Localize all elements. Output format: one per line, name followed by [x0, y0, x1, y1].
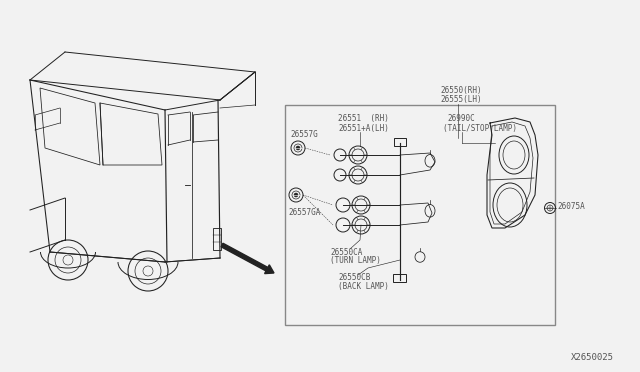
Text: 26550CB: 26550CB — [338, 273, 371, 282]
Text: 26550CA: 26550CA — [330, 247, 362, 257]
Text: 26075A: 26075A — [557, 202, 585, 211]
Text: (BACK LAMP): (BACK LAMP) — [338, 282, 389, 292]
Bar — [285, 105, 555, 325]
Text: X2650025: X2650025 — [570, 353, 614, 362]
Text: 26990C: 26990C — [447, 113, 475, 122]
Text: 26555(LH): 26555(LH) — [440, 94, 482, 103]
Text: 26551+A(LH): 26551+A(LH) — [338, 124, 389, 132]
Text: 26557GA: 26557GA — [288, 208, 321, 217]
Text: 26557G: 26557G — [290, 129, 317, 138]
Text: (TURN LAMP): (TURN LAMP) — [330, 257, 381, 266]
Circle shape — [296, 146, 300, 150]
Bar — [394, 138, 406, 146]
FancyArrow shape — [221, 243, 274, 274]
Bar — [213, 228, 221, 250]
Text: 26551  (RH): 26551 (RH) — [338, 113, 389, 122]
Text: (TAIL/STOP LAMP): (TAIL/STOP LAMP) — [443, 124, 517, 132]
Bar — [393, 274, 406, 282]
Text: 26550(RH): 26550(RH) — [440, 86, 482, 94]
Circle shape — [294, 193, 298, 197]
